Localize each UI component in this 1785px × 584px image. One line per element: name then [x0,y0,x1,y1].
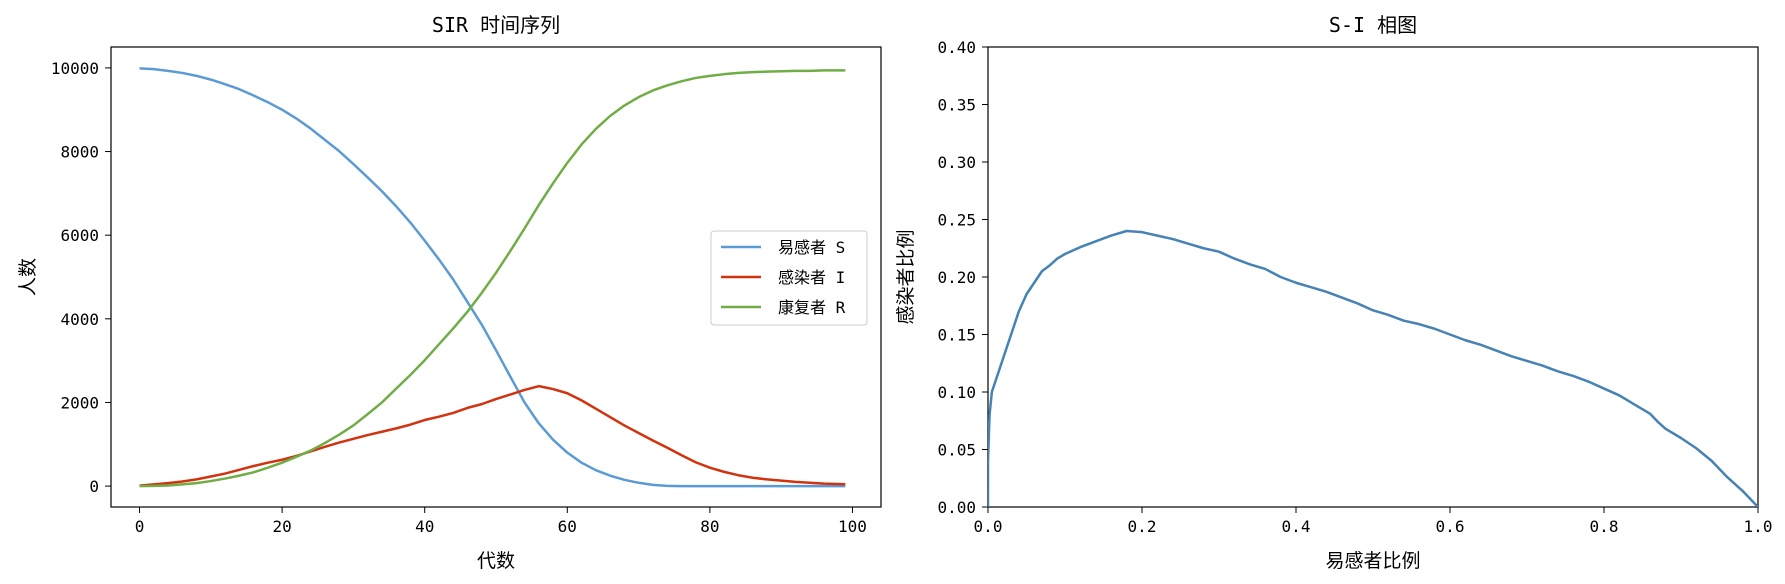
x-tick-label: 1.0 [1744,517,1773,536]
x-tick-label: 0 [135,517,145,536]
x-tick-label: 80 [700,517,719,536]
chart-title: SIR 时间序列 [432,13,560,37]
legend: 易感者 S 感染者 I 康复者 R [710,230,868,326]
y-tick-label: 0.20 [937,268,976,287]
s-i-phase-panel: 0.0 0.2 0.4 0.6 0.8 1.0 0.00 0.05 0.10 0.15 0.20 0.… [895,13,1772,572]
x-tick-label: 40 [415,517,434,536]
series-lines [139,67,846,488]
axis-ticks: 0 20 40 60 80 100 0 2000 4000 6000 8000 10000 [51,59,867,536]
y-tick-label: 0.05 [937,441,976,460]
y-tick-label: 0.15 [937,326,976,345]
y-tick-label: 6000 [60,226,99,245]
series-line-1 [139,384,846,487]
x-tick-label: 0.2 [1128,517,1157,536]
y-axis-label: 人数 [17,258,39,296]
x-tick-label: 0.8 [1590,517,1619,536]
series-line-0 [988,229,1758,507]
x-axis-label: 代数 [477,550,515,572]
x-axis-label: 易感者比例 [1325,550,1420,572]
x-tick-label: 100 [838,517,867,536]
legend-label-s: 易感者 S [778,238,845,257]
series-line-2 [139,69,846,488]
x-tick-label: 20 [272,517,291,536]
y-tick-label: 0.25 [937,211,976,230]
y-tick-label: 8000 [60,143,99,162]
y-tick-label: 2000 [60,393,99,412]
y-tick-label: 4000 [60,310,99,329]
x-tick-label: 0.6 [1436,517,1465,536]
legend-label-i: 感染者 I [778,268,845,287]
y-tick-label: 10000 [51,59,99,78]
legend-label-r: 康复者 R [778,298,846,317]
y-tick-label: 0 [89,477,99,496]
series-line-0 [139,67,846,488]
series-lines [988,229,1758,507]
x-tick-label: 0.0 [974,517,1003,536]
axis-ticks: 0.0 0.2 0.4 0.6 0.8 1.0 0.00 0.05 0.10 0.15 0.20 0.… [937,38,1772,536]
legend-box [710,230,868,326]
chart-title: S-I 相图 [1329,13,1417,37]
y-axis-label: 感染者比例 [895,229,917,324]
y-tick-label: 0.40 [937,38,976,57]
x-tick-label: 0.4 [1282,517,1311,536]
y-tick-label: 0.30 [937,153,976,172]
y-tick-label: 0.00 [937,498,976,517]
x-tick-label: 60 [558,517,577,536]
y-tick-label: 0.10 [937,383,976,402]
sir-time-series-panel: 0 20 40 60 80 100 0 2000 4000 6000 8000 10000 SIR 时… [17,13,882,572]
y-tick-label: 0.35 [937,96,976,115]
plot-area [987,46,1759,508]
